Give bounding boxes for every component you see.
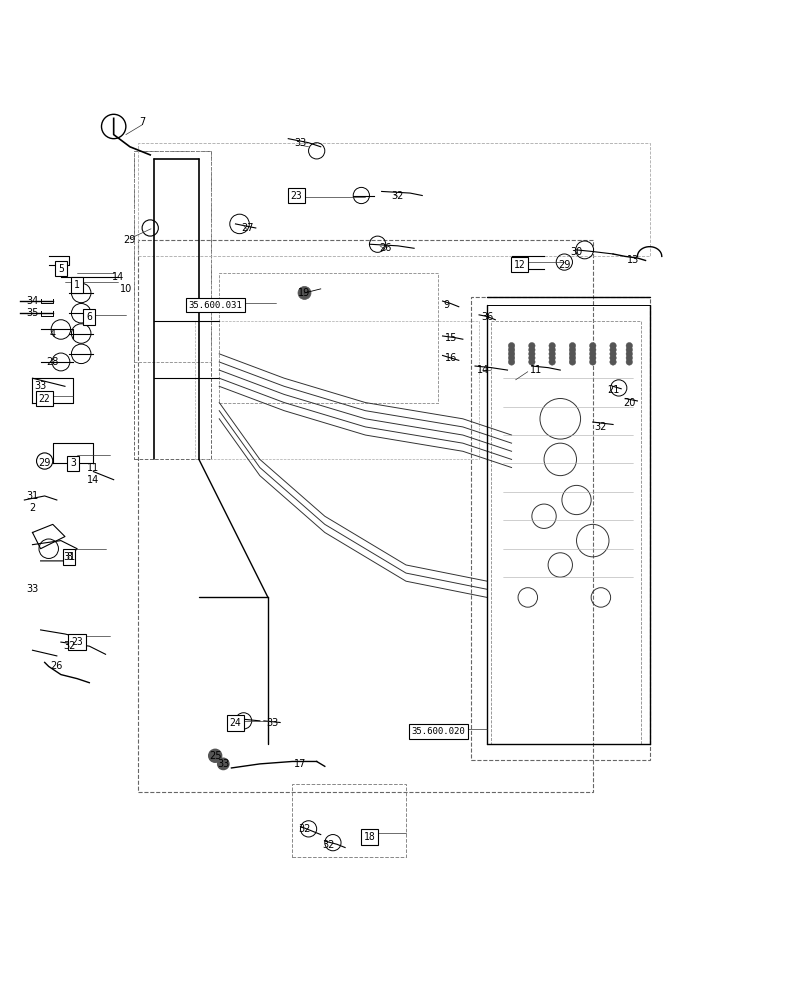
Text: 35.600.020: 35.600.020 bbox=[411, 727, 465, 736]
Text: 30: 30 bbox=[569, 247, 582, 257]
Text: 17: 17 bbox=[294, 759, 307, 769]
Text: 34: 34 bbox=[26, 296, 39, 306]
Circle shape bbox=[548, 347, 555, 353]
Circle shape bbox=[589, 355, 595, 361]
Text: 12: 12 bbox=[513, 260, 525, 270]
Circle shape bbox=[569, 347, 575, 353]
Text: 10: 10 bbox=[119, 284, 132, 294]
Text: 16: 16 bbox=[444, 353, 457, 363]
Text: 7: 7 bbox=[139, 117, 145, 127]
Text: 32: 32 bbox=[298, 824, 311, 834]
Circle shape bbox=[625, 359, 632, 365]
Circle shape bbox=[528, 355, 534, 361]
Text: 23: 23 bbox=[71, 637, 83, 647]
Circle shape bbox=[208, 749, 221, 762]
Text: 6: 6 bbox=[86, 312, 92, 322]
Text: 14: 14 bbox=[111, 272, 124, 282]
Text: 14: 14 bbox=[476, 365, 489, 375]
Text: 5: 5 bbox=[58, 264, 64, 274]
Text: 33: 33 bbox=[217, 759, 230, 769]
Text: 1: 1 bbox=[74, 280, 80, 290]
Circle shape bbox=[508, 355, 514, 361]
Text: 21: 21 bbox=[606, 385, 619, 395]
Text: 32: 32 bbox=[391, 191, 404, 201]
Circle shape bbox=[589, 347, 595, 353]
Circle shape bbox=[217, 758, 229, 770]
Text: 28: 28 bbox=[46, 357, 59, 367]
Text: 22: 22 bbox=[39, 393, 50, 403]
Circle shape bbox=[548, 342, 555, 349]
Text: 31: 31 bbox=[26, 491, 39, 501]
Circle shape bbox=[569, 359, 575, 365]
Circle shape bbox=[528, 359, 534, 365]
Text: 19: 19 bbox=[298, 288, 311, 298]
Circle shape bbox=[548, 355, 555, 361]
Text: 36: 36 bbox=[480, 312, 493, 322]
Circle shape bbox=[528, 351, 534, 357]
Text: 23: 23 bbox=[290, 191, 302, 201]
Circle shape bbox=[609, 347, 616, 353]
Circle shape bbox=[548, 351, 555, 357]
Text: 27: 27 bbox=[241, 223, 254, 233]
Text: 11: 11 bbox=[87, 463, 100, 473]
Circle shape bbox=[625, 342, 632, 349]
Circle shape bbox=[609, 351, 616, 357]
Text: 32: 32 bbox=[62, 641, 75, 651]
Text: 25: 25 bbox=[208, 751, 221, 761]
Text: 24: 24 bbox=[230, 718, 241, 728]
Circle shape bbox=[609, 359, 616, 365]
Circle shape bbox=[569, 355, 575, 361]
Circle shape bbox=[625, 351, 632, 357]
Text: 31: 31 bbox=[62, 552, 75, 562]
Circle shape bbox=[569, 342, 575, 349]
Circle shape bbox=[528, 342, 534, 349]
Circle shape bbox=[589, 342, 595, 349]
Text: 13: 13 bbox=[626, 255, 639, 265]
Circle shape bbox=[609, 342, 616, 349]
Text: 29: 29 bbox=[38, 458, 51, 468]
Text: 29: 29 bbox=[557, 260, 570, 270]
Text: 4: 4 bbox=[49, 329, 56, 339]
Circle shape bbox=[508, 351, 514, 357]
Circle shape bbox=[609, 355, 616, 361]
Circle shape bbox=[548, 359, 555, 365]
Text: 32: 32 bbox=[322, 840, 335, 850]
Circle shape bbox=[508, 347, 514, 353]
Text: 20: 20 bbox=[622, 398, 635, 408]
Text: 35.600.031: 35.600.031 bbox=[188, 301, 242, 310]
Text: 35: 35 bbox=[26, 308, 39, 318]
Text: 33: 33 bbox=[294, 138, 307, 148]
Text: 32: 32 bbox=[594, 422, 607, 432]
Text: 33: 33 bbox=[26, 584, 39, 594]
Circle shape bbox=[569, 351, 575, 357]
Circle shape bbox=[625, 355, 632, 361]
Circle shape bbox=[625, 347, 632, 353]
Text: 26: 26 bbox=[50, 661, 63, 671]
Circle shape bbox=[528, 347, 534, 353]
Text: 33: 33 bbox=[265, 718, 278, 728]
Text: 33: 33 bbox=[34, 381, 47, 391]
Text: 11: 11 bbox=[529, 365, 542, 375]
Text: 14: 14 bbox=[87, 475, 100, 485]
Circle shape bbox=[508, 359, 514, 365]
Circle shape bbox=[508, 342, 514, 349]
Circle shape bbox=[589, 351, 595, 357]
Text: 26: 26 bbox=[379, 243, 392, 253]
Text: 29: 29 bbox=[123, 235, 136, 245]
Text: 15: 15 bbox=[444, 333, 457, 343]
Text: 18: 18 bbox=[363, 832, 375, 842]
Circle shape bbox=[298, 286, 311, 299]
Text: 9: 9 bbox=[443, 300, 449, 310]
Text: 2: 2 bbox=[29, 503, 36, 513]
Text: 8: 8 bbox=[66, 552, 72, 562]
Text: 3: 3 bbox=[70, 458, 76, 468]
Circle shape bbox=[589, 359, 595, 365]
